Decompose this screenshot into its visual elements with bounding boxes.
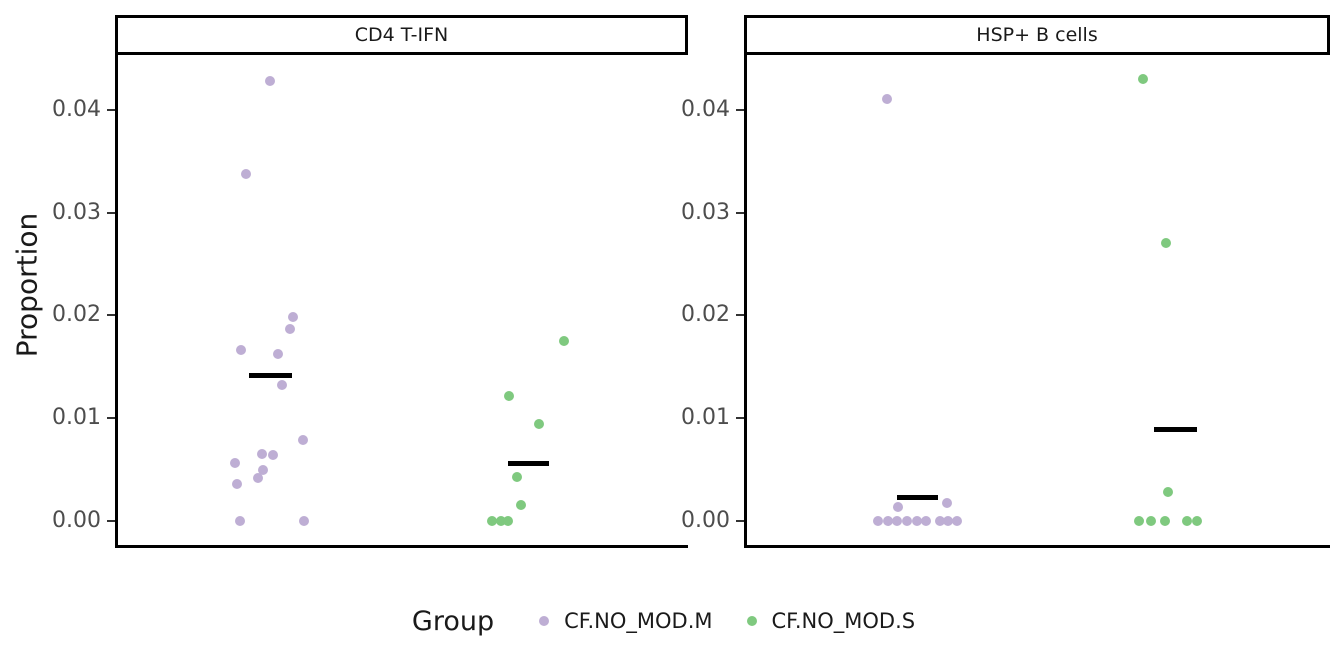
legend-entry-label: CF.NO_MOD.M [564, 609, 713, 633]
data-point [1146, 516, 1156, 526]
data-point [288, 312, 298, 322]
data-point [892, 516, 902, 526]
data-point [912, 516, 922, 526]
data-point [258, 465, 268, 475]
data-point [921, 516, 931, 526]
legend-key-dot-s [746, 616, 757, 626]
data-point [253, 473, 263, 483]
data-point [942, 498, 952, 508]
y-tick-mark [107, 314, 115, 316]
legend-key-dot-m [539, 616, 550, 626]
legend-entry-m: CF.NO_MOD.M [539, 609, 713, 633]
data-point [893, 502, 903, 512]
mean-bar [897, 495, 938, 500]
data-point [496, 516, 506, 526]
y-axis-line-left-panel [115, 55, 118, 545]
y-tick-mark [107, 212, 115, 214]
legend-entry-label: CF.NO_MOD.S [771, 609, 916, 633]
y-tick-label: 0.04 [681, 97, 730, 122]
data-point [299, 516, 309, 526]
data-point [230, 458, 240, 468]
data-point [232, 479, 242, 489]
mean-bar [508, 461, 549, 466]
y-tick-mark [107, 109, 115, 111]
data-point [559, 336, 569, 346]
y-tick-mark [736, 520, 744, 522]
y-tick-label: 0.02 [681, 302, 730, 327]
mean-bar [1154, 427, 1197, 432]
data-point [516, 500, 526, 510]
mean-bar [249, 373, 292, 378]
data-point [902, 516, 912, 526]
data-point [1134, 516, 1144, 526]
data-point [873, 516, 883, 526]
data-point [943, 516, 953, 526]
data-point [504, 391, 514, 401]
data-point [1138, 74, 1148, 84]
y-tick-mark [736, 314, 744, 316]
y-tick-label: 0.03 [681, 200, 730, 225]
x-axis-line-right-panel [744, 545, 1330, 548]
data-point [268, 450, 278, 460]
data-point [273, 349, 283, 359]
x-axis-line-left-panel [115, 545, 688, 548]
data-point [235, 516, 245, 526]
data-point [882, 94, 892, 104]
data-point [883, 516, 893, 526]
y-tick-label: 0.00 [681, 508, 730, 533]
data-point [1163, 487, 1173, 497]
y-tick-label: 0.04 [52, 97, 101, 122]
data-point [236, 345, 246, 355]
data-point [1161, 238, 1171, 248]
data-point [952, 516, 962, 526]
data-point [298, 435, 308, 445]
data-point [503, 516, 513, 526]
data-point [265, 76, 275, 86]
data-point [1160, 516, 1170, 526]
data-point [1182, 516, 1192, 526]
y-tick-mark [107, 520, 115, 522]
legend-title: Group [411, 605, 495, 637]
y-tick-label: 0.03 [52, 200, 101, 225]
data-point [487, 516, 497, 526]
data-point [935, 516, 945, 526]
data-point [285, 324, 295, 334]
y-tick-label: 0.00 [52, 508, 101, 533]
facet-title: CD4 T-IFN [354, 24, 449, 46]
y-tick-mark [736, 212, 744, 214]
data-point [534, 419, 544, 429]
data-point [1192, 516, 1202, 526]
legend-entry-s: CF.NO_MOD.S [746, 609, 916, 633]
facet-header-hsp-b-cells: HSP+ B cells [744, 15, 1330, 55]
y-axis-title: Proportion [10, 212, 44, 358]
y-tick-label: 0.02 [52, 302, 101, 327]
data-point [277, 380, 287, 390]
legend: Group CF.NO_MOD.M CF.NO_MOD.S [0, 597, 1344, 645]
y-tick-label: 0.01 [52, 405, 101, 430]
y-tick-mark [736, 109, 744, 111]
facet-title: HSP+ B cells [976, 24, 1098, 46]
data-point [241, 169, 251, 179]
data-point [257, 449, 267, 459]
data-point [512, 472, 522, 482]
y-tick-label: 0.01 [681, 405, 730, 430]
y-tick-mark [736, 417, 744, 419]
y-axis-line-right-panel [744, 55, 747, 545]
facet-header-cd4-t-ifn: CD4 T-IFN [115, 15, 688, 55]
y-tick-mark [107, 417, 115, 419]
